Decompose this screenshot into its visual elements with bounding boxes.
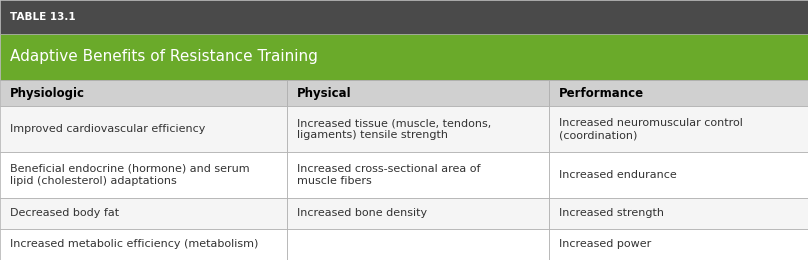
Text: Performance: Performance xyxy=(559,87,644,100)
Text: Increased endurance: Increased endurance xyxy=(559,170,677,180)
Text: Increased strength: Increased strength xyxy=(559,209,664,218)
Text: Improved cardiovascular efficiency: Improved cardiovascular efficiency xyxy=(10,124,205,134)
FancyBboxPatch shape xyxy=(287,198,549,229)
FancyBboxPatch shape xyxy=(549,152,808,198)
FancyBboxPatch shape xyxy=(287,229,549,260)
FancyBboxPatch shape xyxy=(287,106,549,152)
Text: Adaptive Benefits of Resistance Training: Adaptive Benefits of Resistance Training xyxy=(10,49,318,64)
FancyBboxPatch shape xyxy=(0,229,287,260)
Text: Increased metabolic efficiency (metabolism): Increased metabolic efficiency (metaboli… xyxy=(10,239,258,250)
Text: TABLE 13.1: TABLE 13.1 xyxy=(10,12,75,22)
FancyBboxPatch shape xyxy=(0,34,808,80)
Text: Increased bone density: Increased bone density xyxy=(297,209,427,218)
FancyBboxPatch shape xyxy=(0,198,287,229)
Text: Increased neuromuscular control
(coordination): Increased neuromuscular control (coordin… xyxy=(559,118,743,140)
FancyBboxPatch shape xyxy=(549,229,808,260)
Text: Physical: Physical xyxy=(297,87,351,100)
FancyBboxPatch shape xyxy=(0,0,808,34)
FancyBboxPatch shape xyxy=(0,106,287,152)
Text: Increased tissue (muscle, tendons,
ligaments) tensile strength: Increased tissue (muscle, tendons, ligam… xyxy=(297,118,490,140)
Text: Increased cross-sectional area of
muscle fibers: Increased cross-sectional area of muscle… xyxy=(297,164,480,186)
FancyBboxPatch shape xyxy=(0,152,287,198)
Text: Decreased body fat: Decreased body fat xyxy=(10,209,119,218)
Text: Increased power: Increased power xyxy=(559,239,651,250)
FancyBboxPatch shape xyxy=(287,80,549,106)
FancyBboxPatch shape xyxy=(0,80,287,106)
Text: Beneficial endocrine (hormone) and serum
lipid (cholesterol) adaptations: Beneficial endocrine (hormone) and serum… xyxy=(10,164,250,186)
FancyBboxPatch shape xyxy=(549,80,808,106)
FancyBboxPatch shape xyxy=(549,106,808,152)
Text: Physiologic: Physiologic xyxy=(10,87,85,100)
FancyBboxPatch shape xyxy=(287,152,549,198)
FancyBboxPatch shape xyxy=(549,198,808,229)
